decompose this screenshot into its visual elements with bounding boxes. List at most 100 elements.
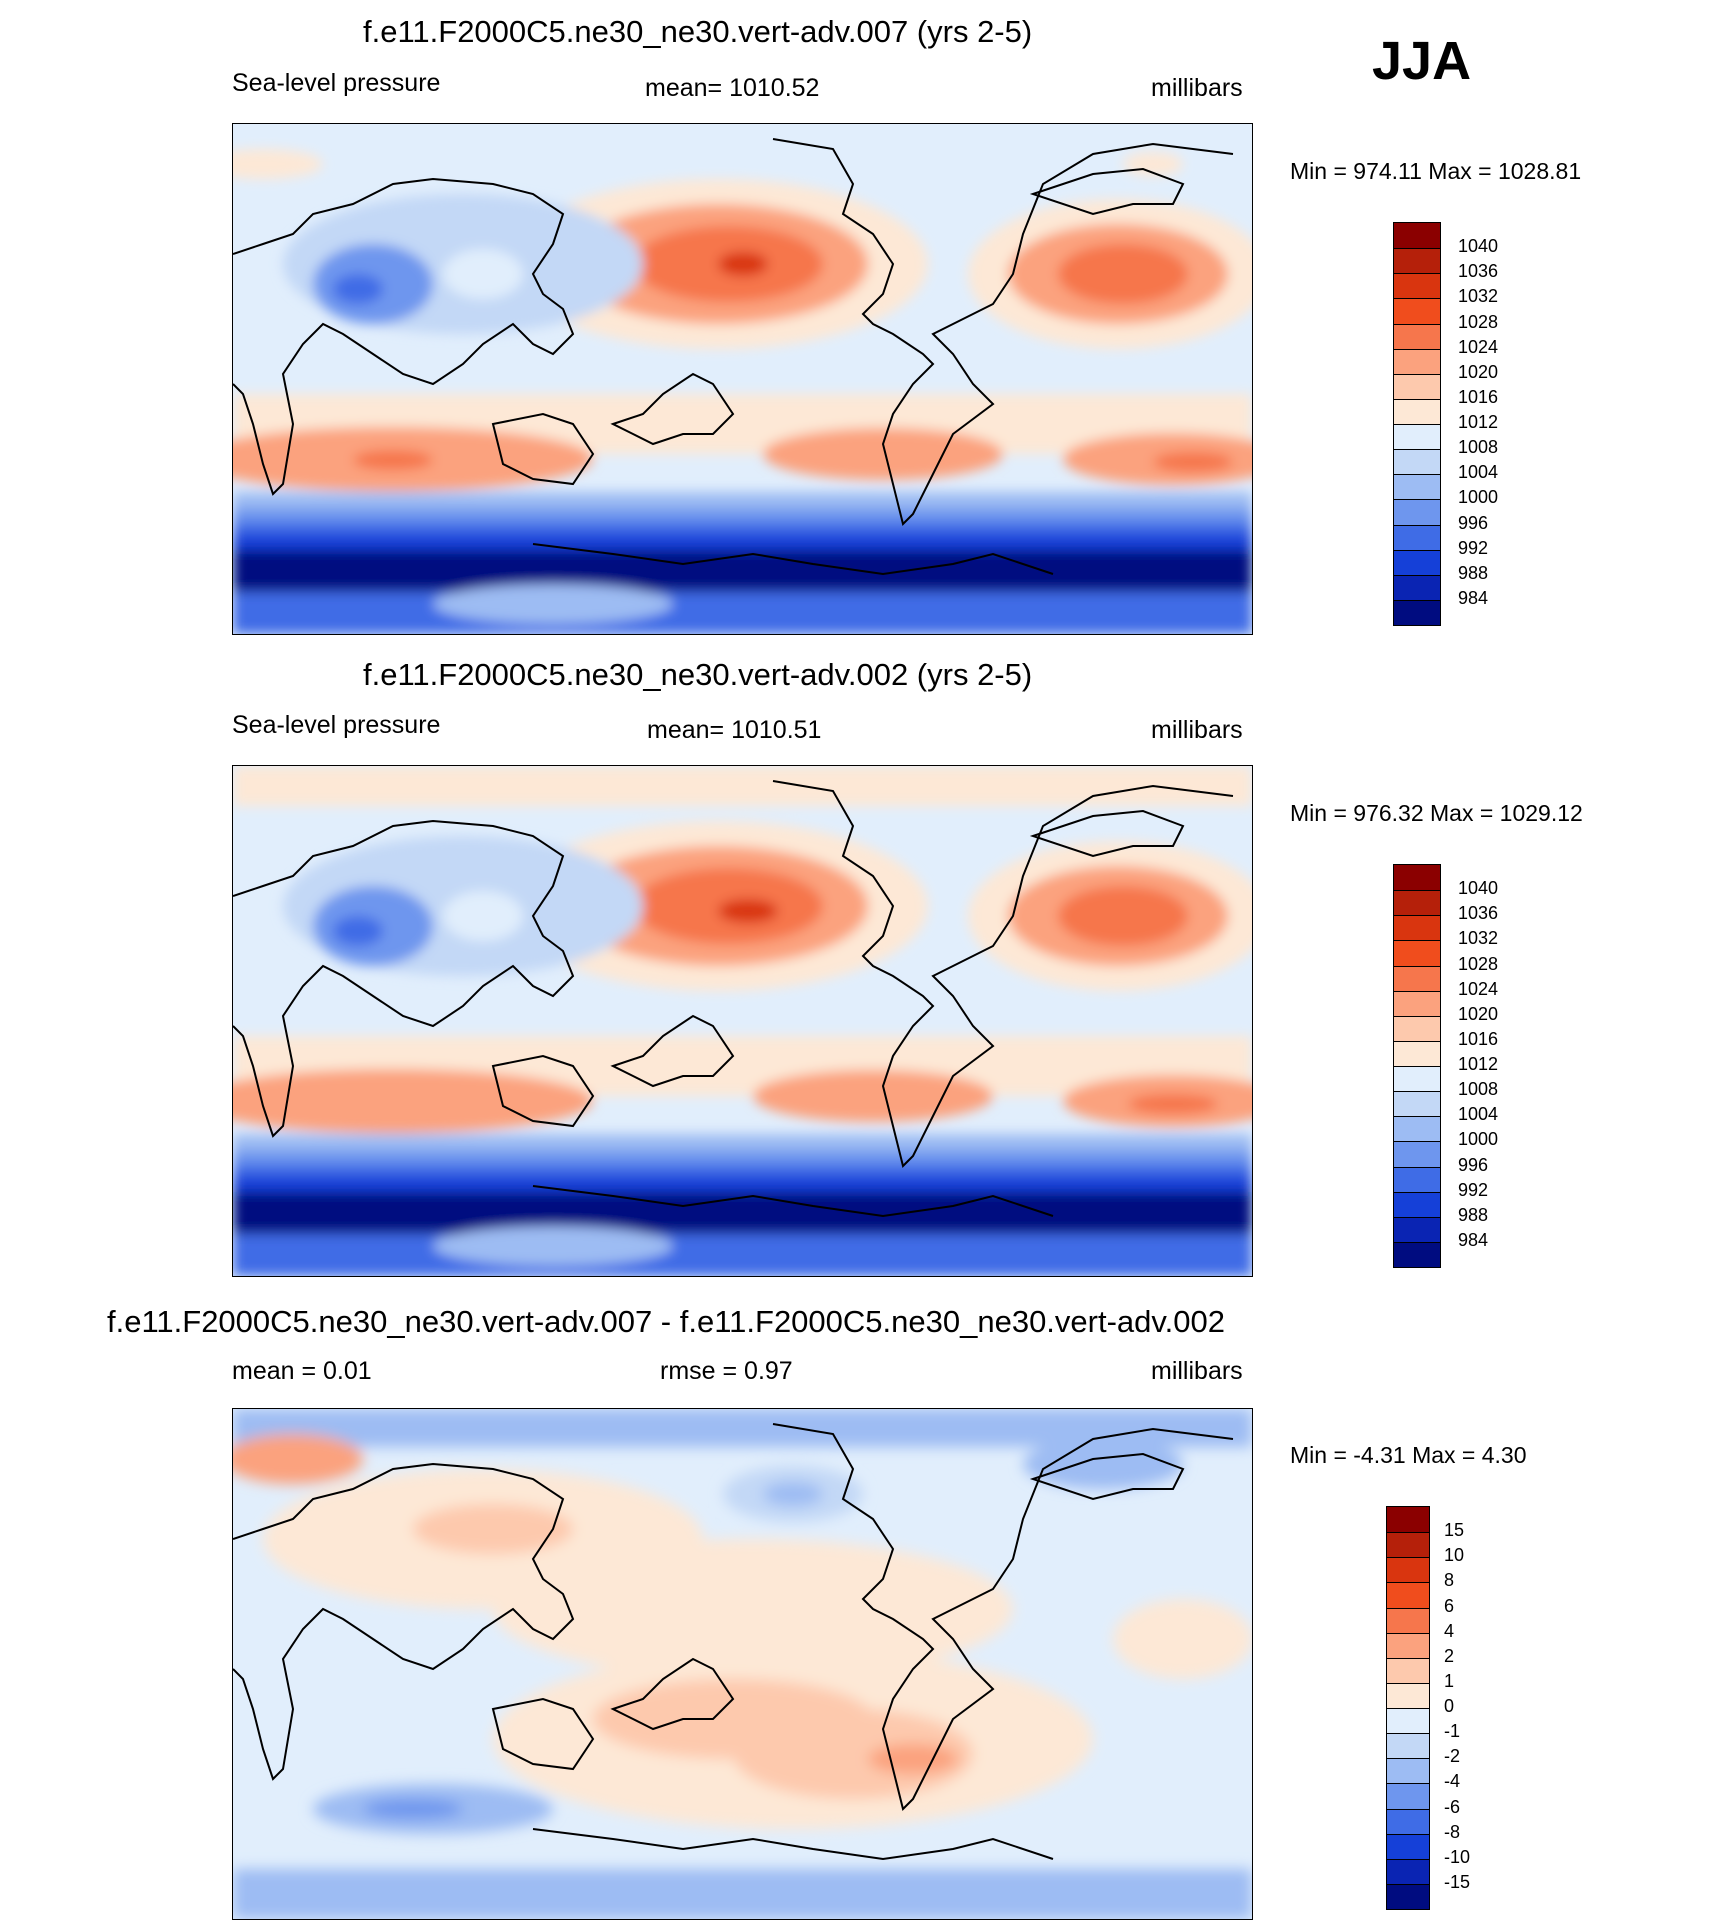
colorbar-swatch bbox=[1394, 449, 1440, 475]
colorbar-tick-label: 8 bbox=[1444, 1570, 1455, 1591]
colorbar-swatch bbox=[1394, 1191, 1440, 1217]
colorbar-swatch bbox=[1394, 549, 1440, 575]
panel2-map bbox=[232, 765, 1253, 1277]
panel1-map bbox=[232, 123, 1253, 635]
colorbar-swatch bbox=[1394, 373, 1440, 399]
colorbar-tick-label: -15 bbox=[1444, 1871, 1471, 1892]
colorbar-tick-label: 988 bbox=[1458, 562, 1489, 583]
colorbar-swatch bbox=[1394, 1166, 1440, 1192]
colorbar-swatch bbox=[1394, 865, 1440, 891]
colorbar-tick-label: 996 bbox=[1458, 512, 1489, 533]
colorbar-tick-label: 992 bbox=[1458, 537, 1489, 558]
colorbar-tick-label: 1040 bbox=[1458, 878, 1499, 899]
colorbar-swatch bbox=[1394, 223, 1440, 249]
colorbar-tick-label: 1024 bbox=[1458, 336, 1499, 357]
colorbar-tick-label: 4 bbox=[1444, 1620, 1455, 1641]
colorbar-tick-label: 1012 bbox=[1458, 1054, 1499, 1074]
panel2-minmax: Min = 976.32 Max = 1029.12 bbox=[1290, 800, 1583, 826]
panel3-mean-label: mean = 0.01 bbox=[232, 1357, 372, 1385]
panel1-title: f.e11.F2000C5.ne30_ne30.vert-adv.007 (yr… bbox=[363, 14, 1033, 49]
colorbar-swatch bbox=[1387, 1607, 1429, 1633]
colorbar-swatch bbox=[1387, 1557, 1429, 1583]
panel1-variable-label: Sea-level pressure bbox=[232, 69, 441, 97]
colorbar-swatch bbox=[1387, 1733, 1429, 1759]
colorbar-tick-label: 1016 bbox=[1458, 386, 1499, 407]
colorbar-tick-label: 1020 bbox=[1458, 1003, 1499, 1024]
colorbar-tick-label: 1028 bbox=[1458, 311, 1499, 332]
colorbar-tick-label: 1004 bbox=[1458, 1104, 1499, 1125]
colorbar-tick-label: 1036 bbox=[1458, 903, 1499, 924]
colorbar-tick-label: 1036 bbox=[1458, 261, 1499, 282]
colorbar-swatch bbox=[1394, 298, 1440, 324]
panel3-title: f.e11.F2000C5.ne30_ne30.vert-adv.007 - f… bbox=[107, 1304, 1225, 1339]
colorbar-swatch bbox=[1387, 1758, 1429, 1784]
panel3-units-label: millibars bbox=[1151, 1357, 1243, 1385]
panel2-colorbar bbox=[1393, 864, 1441, 1268]
colorbar-tick-label: 984 bbox=[1458, 587, 1489, 608]
colorbar-swatch bbox=[1387, 1808, 1429, 1834]
panel3-colorbar bbox=[1386, 1506, 1430, 1910]
panel1-coastlines bbox=[233, 138, 1234, 576]
colorbar-tick-label: -2 bbox=[1444, 1746, 1461, 1767]
colorbar-tick-label: 1020 bbox=[1458, 361, 1499, 382]
colorbar-swatch bbox=[1394, 574, 1440, 600]
colorbar-swatch bbox=[1394, 1066, 1440, 1092]
panel3-contour-field bbox=[233, 1409, 1252, 1919]
colorbar-swatch bbox=[1387, 1682, 1429, 1708]
colorbar-tick-label: -1 bbox=[1444, 1721, 1461, 1742]
colorbar-tick-label: 996 bbox=[1458, 1154, 1489, 1175]
colorbar-swatch bbox=[1387, 1883, 1429, 1909]
panel2-mean-label: mean= 1010.51 bbox=[647, 716, 822, 744]
colorbar-tick-label: 1008 bbox=[1458, 437, 1499, 458]
colorbar-swatch bbox=[1394, 398, 1440, 424]
colorbar-tick-label: 15 bbox=[1444, 1520, 1465, 1541]
panel2-variable-label: Sea-level pressure bbox=[232, 711, 441, 739]
colorbar-tick-label: 1028 bbox=[1458, 953, 1499, 974]
colorbar-swatch bbox=[1387, 1858, 1429, 1884]
colorbar-tick-label: 1032 bbox=[1458, 286, 1499, 307]
colorbar-tick-label: -8 bbox=[1444, 1821, 1461, 1842]
colorbar-swatch bbox=[1394, 940, 1440, 966]
colorbar-tick-label: 1040 bbox=[1458, 236, 1499, 257]
colorbar-tick-label: -10 bbox=[1444, 1846, 1471, 1867]
colorbar-swatch bbox=[1394, 1040, 1440, 1066]
panel2-contour-field bbox=[233, 766, 1252, 1276]
colorbar-swatch bbox=[1394, 348, 1440, 374]
colorbar-swatch bbox=[1394, 248, 1440, 274]
colorbar-tick-label: -4 bbox=[1444, 1771, 1461, 1792]
colorbar-tick-label: 1000 bbox=[1458, 1129, 1499, 1150]
colorbar-swatch bbox=[1394, 323, 1440, 349]
colorbar-swatch bbox=[1394, 890, 1440, 916]
colorbar-swatch bbox=[1394, 273, 1440, 299]
colorbar-swatch bbox=[1387, 1582, 1429, 1608]
panel1-units-label: millibars bbox=[1151, 74, 1243, 102]
panel2-coastlines bbox=[233, 780, 1234, 1218]
colorbar-swatch bbox=[1394, 990, 1440, 1016]
colorbar-swatch bbox=[1394, 915, 1440, 941]
colorbar-tick-label: 1032 bbox=[1458, 928, 1499, 949]
colorbar-swatch bbox=[1387, 1657, 1429, 1683]
colorbar-tick-label: 1 bbox=[1444, 1670, 1455, 1691]
colorbar-swatch bbox=[1387, 1708, 1429, 1734]
colorbar-tick-label: 1016 bbox=[1458, 1028, 1499, 1049]
colorbar-tick-label: 1008 bbox=[1458, 1079, 1499, 1100]
colorbar-swatch bbox=[1387, 1532, 1429, 1558]
colorbar-tick-label: 992 bbox=[1458, 1179, 1489, 1200]
colorbar-swatch bbox=[1394, 499, 1440, 525]
panel2-title: f.e11.F2000C5.ne30_ne30.vert-adv.002 (yr… bbox=[363, 657, 1033, 692]
colorbar-swatch bbox=[1394, 524, 1440, 550]
colorbar-swatch bbox=[1387, 1783, 1429, 1809]
colorbar-tick-label: 0 bbox=[1444, 1696, 1455, 1716]
colorbar-swatch bbox=[1387, 1833, 1429, 1859]
colorbar-swatch bbox=[1394, 474, 1440, 500]
colorbar-tick-label: 984 bbox=[1458, 1229, 1489, 1250]
colorbar-tick-label: 1024 bbox=[1458, 978, 1499, 999]
panel1-minmax: Min = 974.11 Max = 1028.81 bbox=[1290, 158, 1582, 184]
colorbar-swatch bbox=[1394, 965, 1440, 991]
colorbar-tick-label: 10 bbox=[1444, 1545, 1465, 1566]
panel3-minmax: Min = -4.31 Max = 4.30 bbox=[1290, 1442, 1527, 1468]
colorbar-swatch bbox=[1387, 1632, 1429, 1658]
colorbar-swatch bbox=[1394, 1091, 1440, 1117]
colorbar-tick-label: 988 bbox=[1458, 1204, 1489, 1225]
colorbar-tick-label: -6 bbox=[1444, 1796, 1461, 1817]
